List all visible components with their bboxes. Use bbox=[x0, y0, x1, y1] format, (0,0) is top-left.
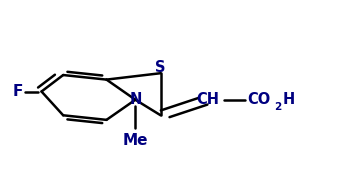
Text: CO: CO bbox=[247, 92, 270, 107]
Text: 2: 2 bbox=[274, 102, 281, 112]
Text: CH: CH bbox=[196, 92, 219, 107]
Text: S: S bbox=[155, 60, 166, 75]
Text: Me: Me bbox=[123, 133, 148, 148]
Text: F: F bbox=[13, 84, 23, 99]
Text: H: H bbox=[283, 92, 295, 107]
Text: N: N bbox=[129, 92, 142, 107]
